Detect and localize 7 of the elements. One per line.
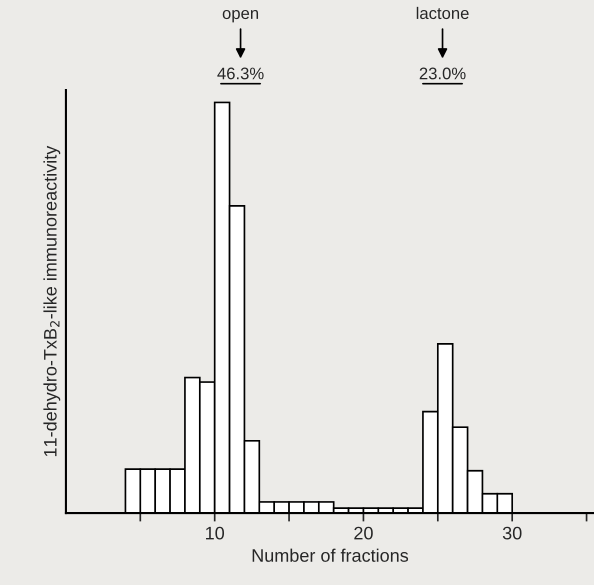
text: lactone 23.0% — [416, 6, 469, 80]
x-tick-label: 20 — [354, 526, 373, 540]
text: open 46.3% — [217, 10, 264, 80]
x-axis-title: Number of fractions — [252, 548, 408, 562]
x-tick-label: 10 — [206, 526, 224, 540]
x-tick-label: 30 — [502, 526, 522, 540]
y-axis-title: 11-dehydro-TxB$_{2}$-like immunoreactivity — [43, 146, 60, 456]
